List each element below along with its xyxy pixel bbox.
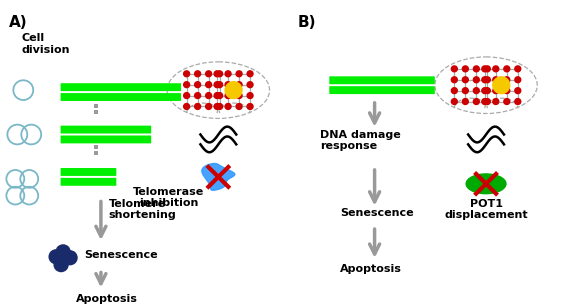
Circle shape: [515, 77, 521, 83]
Circle shape: [451, 88, 457, 94]
Circle shape: [247, 93, 253, 99]
Circle shape: [206, 103, 211, 109]
Circle shape: [195, 103, 200, 109]
FancyBboxPatch shape: [60, 168, 116, 176]
Circle shape: [485, 88, 490, 94]
Circle shape: [184, 71, 189, 77]
Circle shape: [195, 82, 200, 87]
Circle shape: [474, 77, 479, 83]
Circle shape: [504, 66, 510, 72]
Circle shape: [56, 245, 70, 259]
Circle shape: [195, 93, 200, 99]
Circle shape: [206, 93, 211, 99]
Circle shape: [206, 71, 211, 77]
Circle shape: [451, 99, 457, 104]
Circle shape: [214, 82, 220, 87]
Bar: [94, 151, 98, 155]
Text: Telomerase
inhibition: Telomerase inhibition: [133, 187, 204, 208]
Text: Apoptosis: Apoptosis: [76, 294, 138, 304]
Circle shape: [236, 82, 242, 87]
Circle shape: [474, 66, 479, 72]
Ellipse shape: [466, 174, 506, 194]
Circle shape: [493, 66, 498, 72]
Circle shape: [214, 93, 220, 99]
Text: Apoptosis: Apoptosis: [340, 264, 401, 274]
Circle shape: [515, 88, 521, 94]
Circle shape: [462, 77, 468, 83]
Circle shape: [54, 258, 68, 272]
Circle shape: [504, 99, 510, 104]
Circle shape: [493, 99, 498, 104]
Circle shape: [236, 103, 242, 109]
FancyBboxPatch shape: [60, 93, 181, 101]
Circle shape: [504, 77, 510, 83]
Text: B): B): [298, 15, 317, 30]
Circle shape: [515, 66, 521, 72]
Circle shape: [485, 66, 490, 72]
Circle shape: [236, 93, 242, 99]
Circle shape: [225, 82, 242, 99]
Circle shape: [225, 93, 231, 99]
Circle shape: [462, 99, 468, 104]
Circle shape: [195, 71, 200, 77]
Circle shape: [515, 99, 521, 104]
Circle shape: [482, 66, 488, 72]
Circle shape: [247, 82, 253, 87]
Circle shape: [184, 93, 189, 99]
Circle shape: [493, 88, 498, 94]
Circle shape: [49, 250, 63, 264]
Circle shape: [474, 99, 479, 104]
Circle shape: [225, 71, 231, 77]
Circle shape: [184, 82, 189, 87]
Text: DNA damage
response: DNA damage response: [320, 130, 401, 151]
Circle shape: [217, 103, 223, 109]
Text: Senescence: Senescence: [84, 250, 157, 260]
FancyBboxPatch shape: [329, 76, 435, 84]
Circle shape: [493, 77, 510, 94]
Text: Telomere
shortening: Telomere shortening: [109, 199, 177, 220]
Circle shape: [485, 77, 490, 83]
Text: Senescence: Senescence: [340, 209, 414, 218]
Circle shape: [462, 88, 468, 94]
Bar: [94, 145, 98, 149]
Circle shape: [225, 82, 231, 87]
FancyBboxPatch shape: [60, 126, 151, 133]
FancyBboxPatch shape: [60, 136, 151, 144]
Text: Cell
division: Cell division: [21, 33, 70, 55]
Circle shape: [247, 103, 253, 109]
Circle shape: [217, 93, 223, 99]
Circle shape: [504, 88, 510, 94]
Circle shape: [482, 77, 488, 83]
Circle shape: [214, 103, 220, 109]
Circle shape: [451, 77, 457, 83]
FancyBboxPatch shape: [60, 83, 181, 91]
Text: A): A): [9, 15, 28, 30]
Circle shape: [63, 251, 77, 265]
Circle shape: [493, 77, 498, 83]
FancyBboxPatch shape: [60, 178, 116, 186]
Bar: [94, 104, 98, 108]
Circle shape: [485, 99, 490, 104]
Polygon shape: [202, 164, 235, 190]
Bar: [94, 110, 98, 114]
Circle shape: [214, 71, 220, 77]
Circle shape: [217, 71, 223, 77]
Circle shape: [225, 103, 231, 109]
Circle shape: [462, 66, 468, 72]
Circle shape: [184, 103, 189, 109]
Circle shape: [236, 71, 242, 77]
FancyBboxPatch shape: [329, 86, 435, 94]
Circle shape: [482, 99, 488, 104]
Circle shape: [451, 66, 457, 72]
Circle shape: [474, 88, 479, 94]
Circle shape: [217, 82, 223, 87]
Text: POT1
displacement: POT1 displacement: [444, 199, 528, 220]
Circle shape: [247, 71, 253, 77]
Circle shape: [206, 82, 211, 87]
Circle shape: [482, 88, 488, 94]
